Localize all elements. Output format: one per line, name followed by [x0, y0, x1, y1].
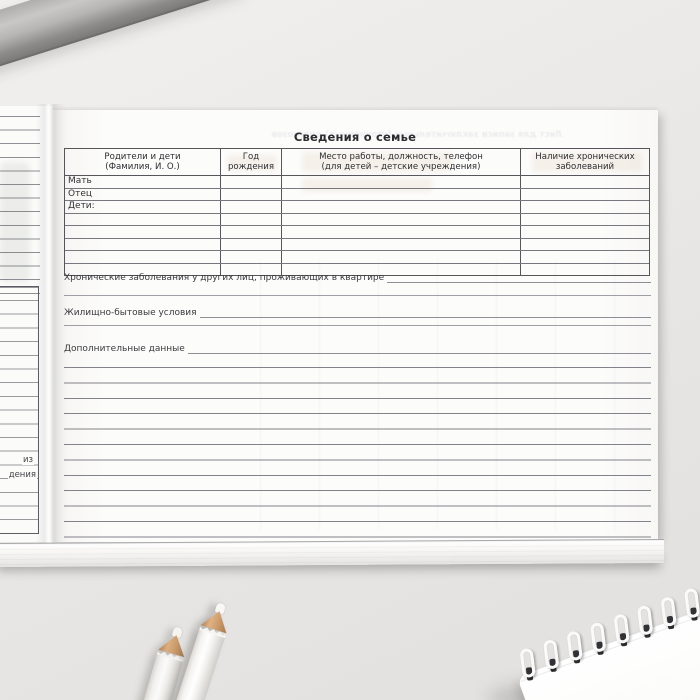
table-cell — [521, 176, 649, 188]
page-title: Сведения о семье — [293, 130, 417, 144]
table-cell — [221, 176, 282, 188]
pencil-lead-tip — [171, 626, 184, 639]
coil-wire — [636, 605, 654, 636]
write-in-line — [199, 317, 651, 318]
table-cell — [65, 251, 221, 263]
table-row-children: Дети: — [65, 201, 649, 214]
table-cell — [521, 226, 649, 238]
field-chronic-others: Хронические заболевания у других лиц, пр… — [64, 271, 651, 284]
spiral-coil — [542, 639, 560, 673]
table-empty-row — [65, 213, 649, 226]
table-cell — [221, 263, 282, 275]
spiral-coil — [660, 596, 677, 630]
table-cell — [282, 201, 521, 213]
spiral-coil — [519, 647, 536, 681]
table-cell — [221, 188, 282, 200]
table-cell — [282, 263, 521, 275]
table-cell — [221, 201, 282, 213]
table-cell — [282, 238, 521, 250]
spiral-notebook — [517, 581, 700, 700]
coil-wire — [542, 639, 560, 670]
column-header-birth-year: Год рождения — [221, 149, 282, 175]
table-row-father: Отец — [65, 188, 649, 201]
write-in-line — [64, 295, 651, 296]
left-page-table — [0, 286, 39, 534]
field-housing-conditions: Жилищно-бытовые условия — [64, 306, 651, 319]
table-cell — [521, 239, 649, 251]
table-row-mother: Мать — [65, 176, 649, 189]
column-header-line: (для детей – детские учреждения) — [321, 162, 481, 172]
left-page-text-fragment: дения — [7, 470, 37, 480]
table-cell — [521, 189, 649, 201]
spiral-coil — [683, 587, 700, 621]
column-header-line: Год — [242, 152, 260, 162]
table-cell — [221, 226, 282, 238]
table-cell — [282, 213, 521, 225]
coil-wire — [683, 587, 700, 619]
family-table-header-row: Родители и дети (Фамилия, И. О.) Год рож… — [65, 149, 649, 176]
field-label: Жилищно-бытовые условия — [64, 308, 197, 318]
table-cell — [282, 226, 521, 238]
coil-wire — [566, 630, 583, 662]
coil-wire — [613, 613, 630, 645]
coil-wire — [519, 647, 536, 679]
table-cell: Дети: — [65, 201, 221, 213]
column-header-line: рождения — [227, 162, 275, 172]
write-in-line — [187, 353, 651, 354]
left-page-text-fragment: из — [21, 455, 34, 465]
field-additional-data: Дополнительные данные — [64, 342, 651, 355]
ruled-lines-block — [64, 367, 651, 539]
spiral-coil — [566, 630, 583, 664]
table-cell — [521, 201, 649, 213]
column-header-line: Наличие хронических — [535, 152, 635, 162]
table-cell — [521, 251, 649, 263]
pencil-lead-tip — [214, 602, 227, 615]
table-empty-row — [65, 263, 649, 275]
row-label: Мать — [68, 176, 92, 186]
right-page: Лист для записи заключительных (уточненн… — [52, 110, 658, 542]
table-cell — [65, 213, 221, 225]
table-empty-row — [65, 226, 649, 239]
table-cell — [65, 263, 221, 275]
left-page-ruling — [0, 116, 40, 294]
field-label: Дополнительные данные — [64, 344, 185, 354]
table-cell — [221, 251, 282, 263]
table-cell — [282, 188, 521, 200]
table-cell — [65, 238, 221, 250]
column-header-line: Родители и дети — [104, 152, 181, 162]
page-stack-edge — [0, 538, 665, 568]
spiral-coil — [636, 605, 654, 638]
table-cell — [282, 176, 521, 188]
family-table: Родители и дети (Фамилия, И. О.) Год рож… — [64, 148, 650, 276]
coil-wire — [660, 596, 677, 627]
field-label: Хронические заболевания у других лиц, пр… — [64, 273, 385, 283]
column-header-line: заболеваний — [555, 162, 615, 172]
pencil-body — [119, 653, 184, 700]
gray-pen — [0, 0, 244, 80]
column-header-parents: Родители и дети (Фамилия, И. О.) — [65, 149, 221, 175]
coil-wire — [589, 622, 607, 653]
left-page: из дения — [0, 106, 52, 542]
table-cell — [221, 238, 282, 250]
row-label: Дети: — [68, 201, 95, 211]
column-header-chronic: Наличие хронических заболеваний — [521, 149, 649, 175]
row-label: Отец — [68, 188, 92, 199]
spiral-coil — [613, 613, 630, 647]
table-empty-row — [65, 238, 649, 251]
table-cell — [521, 214, 649, 226]
table-cell: Мать — [65, 176, 221, 188]
column-header-workplace: Место работы, должность, телефон (для де… — [282, 149, 521, 175]
write-in-line — [387, 282, 651, 283]
table-cell — [221, 213, 282, 225]
spiral-coil — [589, 622, 607, 656]
table-cell — [65, 226, 221, 238]
table-cell: Отец — [65, 188, 221, 200]
column-header-line: Место работы, должность, телефон — [319, 152, 483, 162]
table-empty-row — [65, 251, 649, 264]
table-cell — [282, 251, 521, 263]
column-header-line: (Фамилия, И. О.) — [105, 162, 180, 172]
write-in-line — [64, 325, 651, 326]
